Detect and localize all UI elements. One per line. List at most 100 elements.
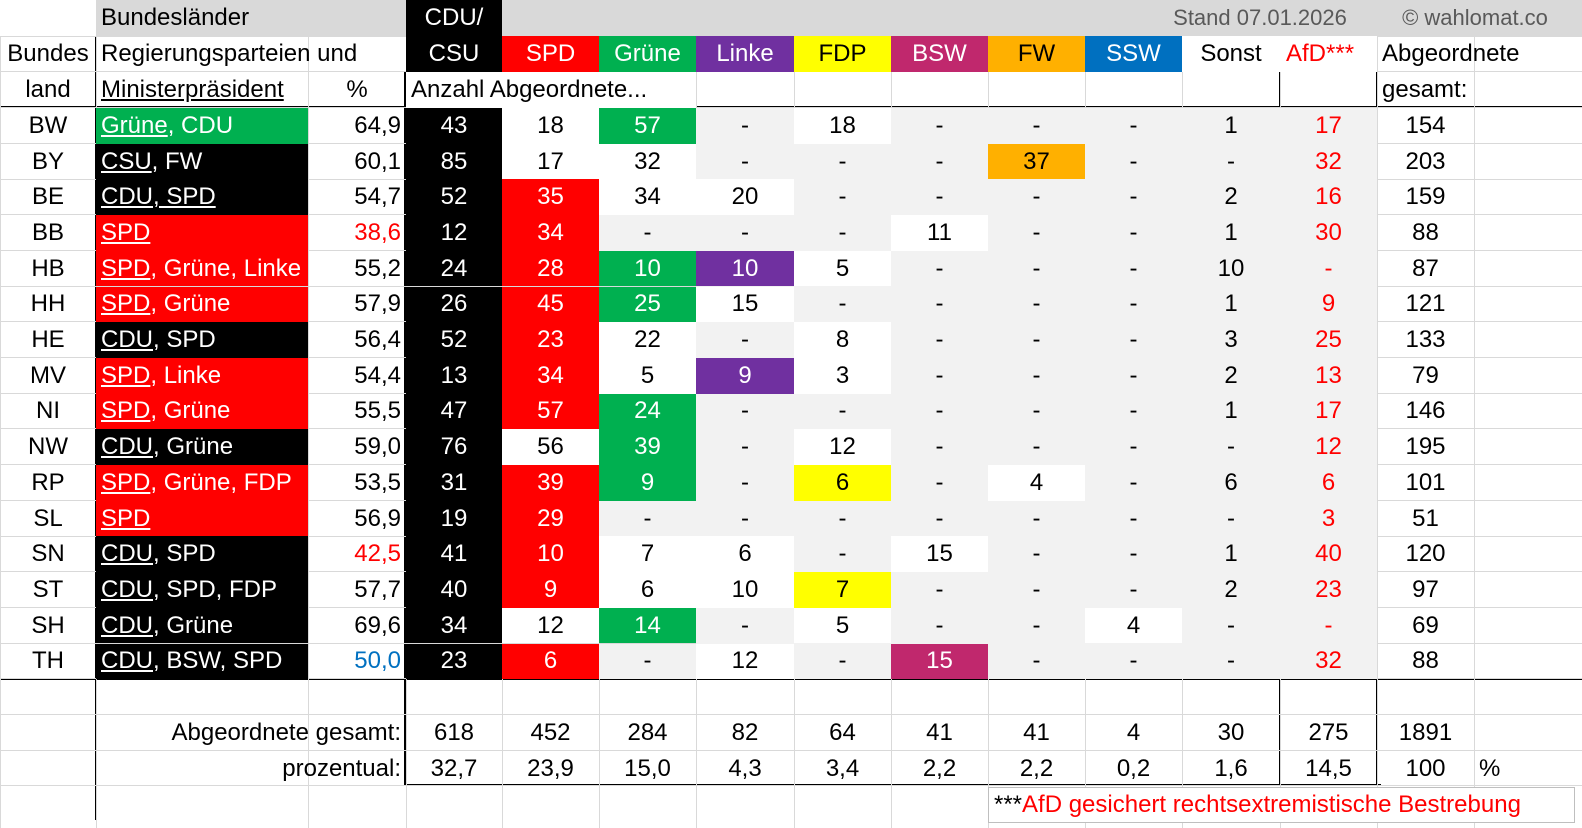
seats-spd: 17 bbox=[502, 143, 599, 180]
seats-fdp: 8 bbox=[794, 322, 891, 358]
seats-cdu: 12 bbox=[406, 215, 502, 251]
percent-sonst: 1,6 bbox=[1214, 755, 1248, 782]
land-code: BY bbox=[31, 147, 64, 175]
land-code: MV bbox=[30, 361, 66, 389]
vote-percent: 54,4 bbox=[354, 361, 401, 389]
grey-fill-gruene-th bbox=[599, 643, 696, 680]
seats-fdp: - bbox=[838, 647, 847, 675]
seats-total: 121 bbox=[1405, 290, 1446, 318]
gridline-h bbox=[0, 750, 1582, 751]
seats-ssw: 4 bbox=[1085, 607, 1182, 644]
gridline-v bbox=[308, 0, 309, 828]
government-parties: Grüne, CDU bbox=[96, 108, 308, 144]
land-code: RP bbox=[31, 468, 65, 496]
header-stand: Stand 07.01.2026 bbox=[1173, 5, 1347, 30]
seats-gruene: - bbox=[643, 504, 652, 532]
seats-total: 159 bbox=[1405, 183, 1446, 211]
government-party-text: , FW bbox=[151, 147, 203, 175]
seats-total: 133 bbox=[1405, 326, 1446, 354]
seats-afd: 13 bbox=[1315, 361, 1342, 389]
header-party-fdp: FDP bbox=[794, 36, 891, 72]
header-percent: % bbox=[346, 76, 368, 103]
seats-spd: 12 bbox=[502, 607, 599, 644]
total-gruene: 284 bbox=[627, 719, 668, 746]
seats-gruene: 24 bbox=[599, 393, 696, 430]
seats-total: 79 bbox=[1412, 361, 1439, 389]
grey-fill-gruene-bb bbox=[599, 215, 696, 251]
percent-afd: 14,5 bbox=[1305, 755, 1352, 782]
header-copyright: © wahlomat.co bbox=[1402, 5, 1548, 30]
seats-gruene: - bbox=[643, 218, 652, 246]
seats-afd: 30 bbox=[1315, 218, 1342, 246]
header-party-sonst: Sonst bbox=[1182, 36, 1280, 72]
seats-linke: - bbox=[741, 468, 749, 496]
seats-cdu: 52 bbox=[406, 179, 502, 216]
header-party-bsw: BSW bbox=[891, 36, 988, 72]
government-parties: SPD, Grüne, FDP bbox=[96, 465, 308, 501]
seats-ssw: - bbox=[1129, 540, 1138, 568]
seats-afd: 16 bbox=[1315, 183, 1342, 211]
vote-percent: 56,9 bbox=[354, 504, 401, 532]
seats-bsw: - bbox=[935, 397, 944, 425]
government-parties: CDU, Grüne bbox=[96, 429, 308, 465]
seats-fw: - bbox=[1032, 575, 1041, 603]
seats-bsw: - bbox=[935, 504, 944, 532]
land-code: NW bbox=[28, 433, 68, 461]
seats-bsw: - bbox=[935, 254, 944, 282]
seats-fdp: - bbox=[838, 397, 847, 425]
government-party-text: SPD bbox=[101, 397, 151, 425]
header-party-fw: FW bbox=[988, 36, 1085, 72]
grey-fill-bsw bbox=[891, 108, 988, 680]
seats-spd: 6 bbox=[502, 643, 599, 680]
land-code: BE bbox=[31, 183, 64, 211]
seats-afd: 6 bbox=[1321, 468, 1336, 496]
seats-sonst: 2 bbox=[1224, 361, 1238, 389]
seats-bsw: 11 bbox=[891, 215, 988, 251]
seats-sonst: - bbox=[1227, 147, 1235, 175]
seats-fw: - bbox=[1032, 326, 1041, 354]
seats-afd: 12 bbox=[1315, 433, 1342, 461]
header-party-gruene: Grüne bbox=[599, 36, 696, 72]
header-grey-left bbox=[96, 0, 406, 36]
seats-gruene: 25 bbox=[599, 286, 696, 323]
seats-spd: 10 bbox=[502, 536, 599, 573]
seats-total: 97 bbox=[1412, 575, 1439, 603]
seats-gruene: 6 bbox=[599, 572, 696, 608]
seats-fw: - bbox=[1032, 540, 1041, 568]
seats-spd: 34 bbox=[502, 357, 599, 394]
seats-ssw: - bbox=[1129, 575, 1138, 603]
vote-percent: 38,6 bbox=[354, 218, 401, 246]
seats-sonst: 1 bbox=[1224, 397, 1238, 425]
seats-total: 154 bbox=[1405, 111, 1446, 139]
seats-fdp: - bbox=[838, 290, 847, 318]
vote-percent: 53,5 bbox=[354, 468, 401, 496]
seats-gruene: 9 bbox=[599, 465, 696, 501]
government-party-text: SPD bbox=[101, 218, 151, 246]
seats-total: 87 bbox=[1412, 254, 1439, 282]
seats-linke: - bbox=[741, 433, 749, 461]
gridline-h bbox=[0, 714, 1582, 715]
gridline-v bbox=[1377, 0, 1378, 828]
seats-cdu: 43 bbox=[406, 108, 502, 144]
percent-total: 100 bbox=[1405, 755, 1446, 782]
seats-bsw: - bbox=[935, 326, 944, 354]
seats-ssw: - bbox=[1129, 290, 1138, 318]
seats-afd: 3 bbox=[1321, 504, 1336, 532]
seats-spd: 45 bbox=[502, 286, 599, 323]
seats-bsw: - bbox=[935, 147, 944, 175]
government-party-text: , Grüne bbox=[150, 290, 231, 318]
seats-fdp: 3 bbox=[794, 357, 891, 394]
seats-ssw: - bbox=[1129, 218, 1138, 246]
seats-sonst: - bbox=[1227, 647, 1235, 675]
land-code: HE bbox=[31, 326, 65, 354]
gridline-h bbox=[0, 107, 1582, 108]
total-linke: 82 bbox=[731, 719, 759, 746]
seats-gruene: 14 bbox=[599, 607, 696, 644]
seats-total: 203 bbox=[1405, 147, 1446, 175]
vote-percent: 56,4 bbox=[354, 326, 401, 354]
header-regierung: Regierungsparteien und bbox=[101, 40, 358, 67]
seats-ssw: - bbox=[1129, 397, 1138, 425]
seats-fw: - bbox=[1032, 361, 1041, 389]
seats-sonst: 2 bbox=[1224, 575, 1238, 603]
seats-spd: 35 bbox=[502, 179, 599, 216]
